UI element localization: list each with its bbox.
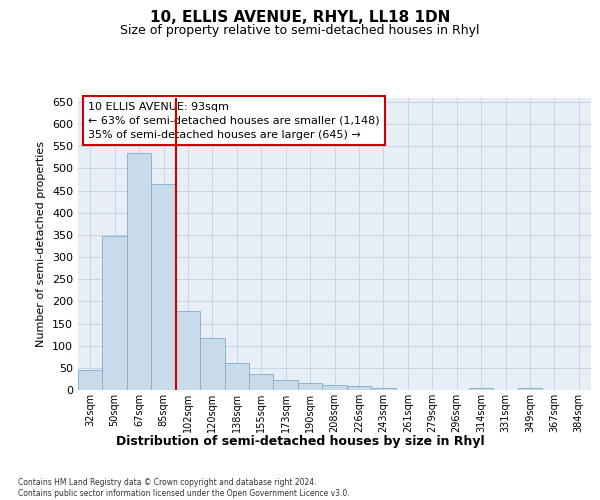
Text: Size of property relative to semi-detached houses in Rhyl: Size of property relative to semi-detach…: [120, 24, 480, 37]
Bar: [176, 311, 200, 390]
Bar: [78, 370, 103, 390]
Bar: [322, 384, 347, 390]
Y-axis label: Number of semi-detached properties: Number of semi-detached properties: [37, 141, 46, 347]
Bar: [469, 388, 493, 390]
Text: Distribution of semi-detached houses by size in Rhyl: Distribution of semi-detached houses by …: [116, 435, 484, 448]
Text: 10, ELLIS AVENUE, RHYL, LL18 1DN: 10, ELLIS AVENUE, RHYL, LL18 1DN: [150, 10, 450, 25]
Bar: [371, 388, 395, 390]
Bar: [103, 236, 127, 390]
Text: Contains HM Land Registry data © Crown copyright and database right 2024.
Contai: Contains HM Land Registry data © Crown c…: [18, 478, 350, 498]
Bar: [347, 386, 371, 390]
Bar: [200, 338, 224, 390]
Bar: [274, 380, 298, 390]
Bar: [127, 153, 151, 390]
Bar: [151, 184, 176, 390]
Bar: [224, 364, 249, 390]
Bar: [518, 388, 542, 390]
Bar: [249, 374, 274, 390]
Bar: [298, 384, 322, 390]
Text: 10 ELLIS AVENUE: 93sqm
← 63% of semi-detached houses are smaller (1,148)
35% of : 10 ELLIS AVENUE: 93sqm ← 63% of semi-det…: [88, 102, 380, 140]
